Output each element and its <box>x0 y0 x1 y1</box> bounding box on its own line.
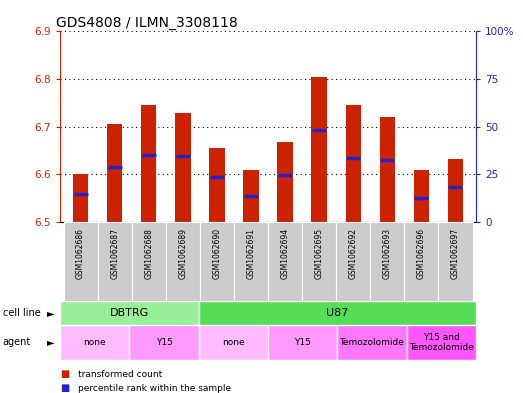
Text: GSM1062694: GSM1062694 <box>280 228 290 279</box>
Text: ►: ► <box>47 338 54 347</box>
Bar <box>414 170 429 222</box>
Text: ■: ■ <box>60 369 70 379</box>
Text: GSM1062695: GSM1062695 <box>315 228 324 279</box>
Bar <box>302 222 336 301</box>
Bar <box>209 148 224 222</box>
Bar <box>98 222 132 301</box>
Text: GSM1062691: GSM1062691 <box>246 228 256 279</box>
Bar <box>107 124 122 222</box>
Bar <box>132 222 166 301</box>
Text: ■: ■ <box>60 383 70 393</box>
Bar <box>129 325 199 360</box>
Bar <box>346 105 361 222</box>
Bar <box>380 117 395 222</box>
Bar <box>200 222 234 301</box>
Bar <box>243 170 259 222</box>
Text: ►: ► <box>47 308 54 318</box>
Text: Y15: Y15 <box>294 338 311 347</box>
Text: GSM1062696: GSM1062696 <box>417 228 426 279</box>
Text: DBTRG: DBTRG <box>110 308 149 318</box>
Text: transformed count: transformed count <box>78 370 163 378</box>
Text: none: none <box>84 338 106 347</box>
Text: U87: U87 <box>326 308 348 318</box>
Bar <box>404 222 438 301</box>
Bar <box>268 222 302 301</box>
Bar <box>199 325 268 360</box>
Text: GSM1062697: GSM1062697 <box>451 228 460 279</box>
Bar <box>60 301 199 325</box>
Bar <box>407 325 476 360</box>
Text: agent: agent <box>3 338 31 347</box>
Text: none: none <box>222 338 245 347</box>
Bar <box>277 142 293 222</box>
Text: GSM1062692: GSM1062692 <box>349 228 358 279</box>
Bar <box>166 222 200 301</box>
Bar <box>370 222 404 301</box>
Bar <box>175 114 190 222</box>
Bar <box>337 325 407 360</box>
Text: GSM1062689: GSM1062689 <box>178 228 187 279</box>
Bar <box>448 159 463 222</box>
Bar <box>73 174 88 222</box>
Text: GSM1062690: GSM1062690 <box>212 228 221 279</box>
Bar <box>312 77 327 222</box>
Text: Y15 and
Temozolomide: Y15 and Temozolomide <box>409 333 474 352</box>
Text: GSM1062693: GSM1062693 <box>383 228 392 279</box>
Text: GSM1062688: GSM1062688 <box>144 228 153 279</box>
Bar <box>64 222 98 301</box>
Text: GDS4808 / ILMN_3308118: GDS4808 / ILMN_3308118 <box>56 17 238 30</box>
Text: Temozolomide: Temozolomide <box>339 338 404 347</box>
Bar <box>336 222 370 301</box>
Text: percentile rank within the sample: percentile rank within the sample <box>78 384 232 393</box>
Bar <box>268 325 337 360</box>
Bar <box>438 222 472 301</box>
Text: cell line: cell line <box>3 308 40 318</box>
Text: GSM1062686: GSM1062686 <box>76 228 85 279</box>
Text: GSM1062687: GSM1062687 <box>110 228 119 279</box>
Text: Y15: Y15 <box>156 338 173 347</box>
Bar <box>60 325 129 360</box>
Bar <box>199 301 476 325</box>
Bar <box>234 222 268 301</box>
Bar <box>141 105 156 222</box>
